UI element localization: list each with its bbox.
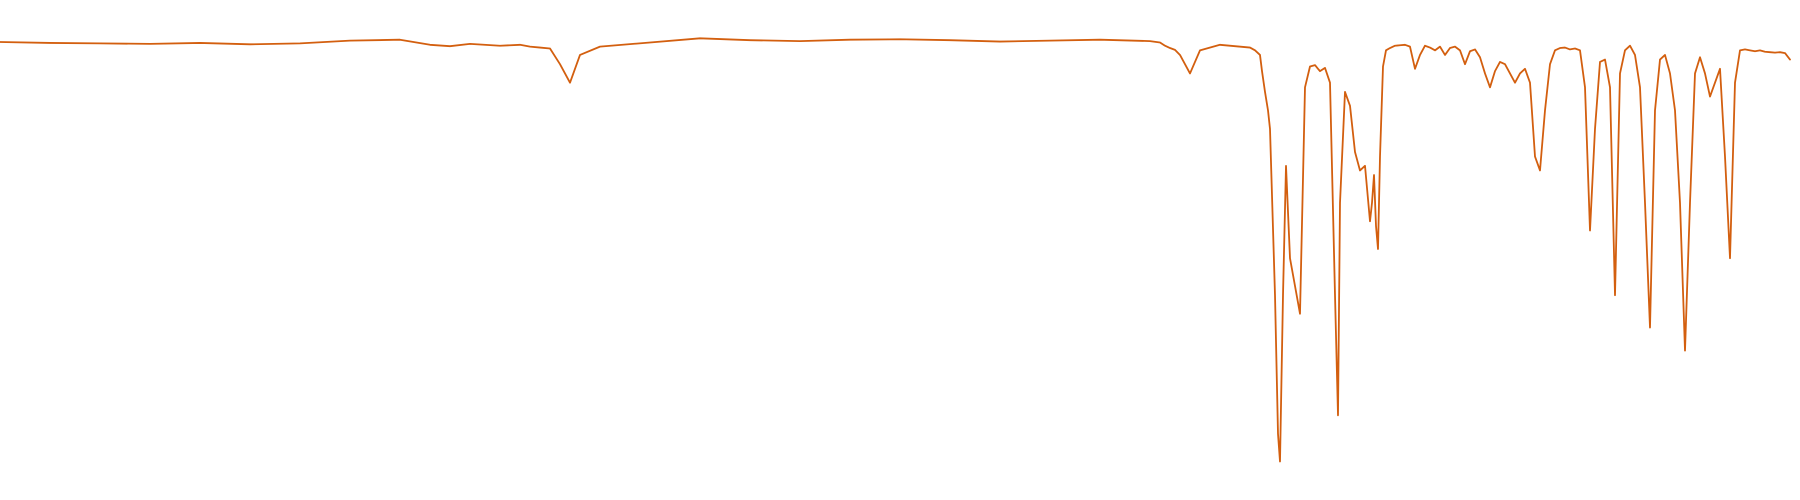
series-line-0 (0, 37, 1791, 463)
plot-area (0, 37, 1791, 463)
